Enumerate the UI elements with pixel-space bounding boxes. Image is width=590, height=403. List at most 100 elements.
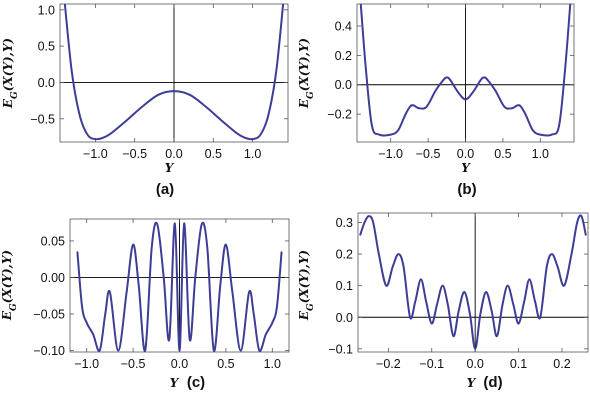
data-point xyxy=(219,284,221,286)
data-point xyxy=(411,104,413,106)
data-point xyxy=(496,335,498,337)
y-tick-label: −0.10 xyxy=(33,344,65,358)
data-point xyxy=(409,316,411,318)
panel-label: (c) xyxy=(187,374,205,391)
x-tick-label: −0.5 xyxy=(121,357,146,371)
panel-label: (a) xyxy=(156,181,174,198)
data-point xyxy=(551,253,553,255)
y-tick-label: 0.0 xyxy=(335,78,352,92)
x-tick-label: −0.1 xyxy=(419,357,444,371)
data-point xyxy=(368,215,370,217)
data-point xyxy=(485,291,487,293)
data-point xyxy=(446,76,448,78)
data-point xyxy=(240,349,242,352)
data-point xyxy=(194,276,196,279)
x-tick-label: 1.0 xyxy=(244,147,261,161)
data-point xyxy=(189,94,191,96)
panel-label: (d) xyxy=(483,374,502,391)
data-point xyxy=(576,221,578,224)
data-point xyxy=(183,222,185,224)
data-point xyxy=(371,125,373,127)
data-point xyxy=(365,69,367,71)
data-point xyxy=(271,322,273,324)
data-point xyxy=(457,91,459,93)
data-point xyxy=(280,251,283,253)
x-tick-label: 0.1 xyxy=(510,357,527,371)
y-tick-label: 0.2 xyxy=(336,248,353,262)
data-point xyxy=(523,300,525,303)
data-point xyxy=(564,69,566,71)
data-point xyxy=(144,349,146,352)
data-point xyxy=(570,253,573,255)
data-point xyxy=(236,132,238,134)
data-point xyxy=(220,119,222,121)
data-point xyxy=(397,129,399,131)
data-point xyxy=(405,113,407,115)
data-point xyxy=(469,313,471,315)
data-point xyxy=(189,338,191,341)
y-tick-label: −0.1 xyxy=(328,342,353,356)
y-tick-label: −0.05 xyxy=(33,308,65,322)
data-point xyxy=(503,106,506,108)
data-point xyxy=(213,349,215,352)
x-tick-label: −0.5 xyxy=(122,147,147,161)
data-point xyxy=(372,221,374,224)
x-tick-label: 0.2 xyxy=(553,357,570,371)
y-tick-label: 0.1 xyxy=(336,279,353,293)
data-point xyxy=(539,316,541,318)
data-point xyxy=(151,247,153,249)
data-point xyxy=(494,90,497,92)
y-tick-label: −0.2 xyxy=(327,108,352,122)
chart-panel-2: −1.0 −0.5 0.0 0.5 1.0 0.4 0.2 0.0 −0.2 EG(X(Y),Y)… xyxy=(297,3,575,198)
data-point xyxy=(532,129,534,131)
data-point xyxy=(425,106,428,108)
x-tick-label: 0.0 xyxy=(171,357,188,371)
data-point xyxy=(539,134,541,136)
data-point xyxy=(204,105,207,108)
chart-panel-3: −1.0 −0.5 0.0 0.5 1.0 0.05 0.00 −0.05 −0.10 EG(X(… xyxy=(0,218,290,391)
data-point xyxy=(479,313,481,315)
data-point xyxy=(585,234,587,236)
data-point xyxy=(163,276,165,279)
data-point xyxy=(174,222,176,224)
data-point xyxy=(517,322,520,325)
data-point xyxy=(126,119,128,121)
data-point xyxy=(397,253,399,255)
data-point xyxy=(258,349,260,352)
data-point xyxy=(580,215,583,217)
data-point xyxy=(474,348,476,350)
data-point xyxy=(252,138,254,140)
data-point xyxy=(141,105,144,108)
data-point xyxy=(168,338,170,341)
data-point xyxy=(431,322,433,325)
data-point xyxy=(259,134,262,136)
data-point xyxy=(425,300,427,303)
data-point xyxy=(71,70,73,73)
data-point xyxy=(390,134,392,136)
data-point xyxy=(434,90,437,92)
data-point xyxy=(244,137,246,139)
data-point xyxy=(483,76,485,78)
data-point xyxy=(64,2,65,3)
x-tick-label: 0.5 xyxy=(217,357,234,371)
chart-panel-4: −0.2 −0.1 0.0 0.1 0.2 0.3 0.2 0.1 0.0 −0.1 EG(X(Y)… xyxy=(297,212,589,391)
data-point xyxy=(378,253,380,255)
data-point xyxy=(524,113,526,115)
data-point xyxy=(452,335,455,337)
data-point xyxy=(117,349,119,352)
data-point xyxy=(79,114,81,116)
data-point xyxy=(569,4,571,5)
x-tick-label: 0.5 xyxy=(494,147,511,161)
data-point xyxy=(402,266,405,268)
y-axis-label: EG(X(Y),Y) xyxy=(297,38,316,109)
data-point xyxy=(557,266,559,268)
data-point xyxy=(359,234,361,236)
data-point xyxy=(81,306,83,308)
data-point xyxy=(507,285,509,287)
y-axis-label: EG(X(Y),Y) xyxy=(1,38,20,109)
data-point xyxy=(558,125,560,127)
data-point xyxy=(464,98,467,101)
x-tick-label: −1.0 xyxy=(74,357,99,371)
data-point xyxy=(392,266,394,268)
